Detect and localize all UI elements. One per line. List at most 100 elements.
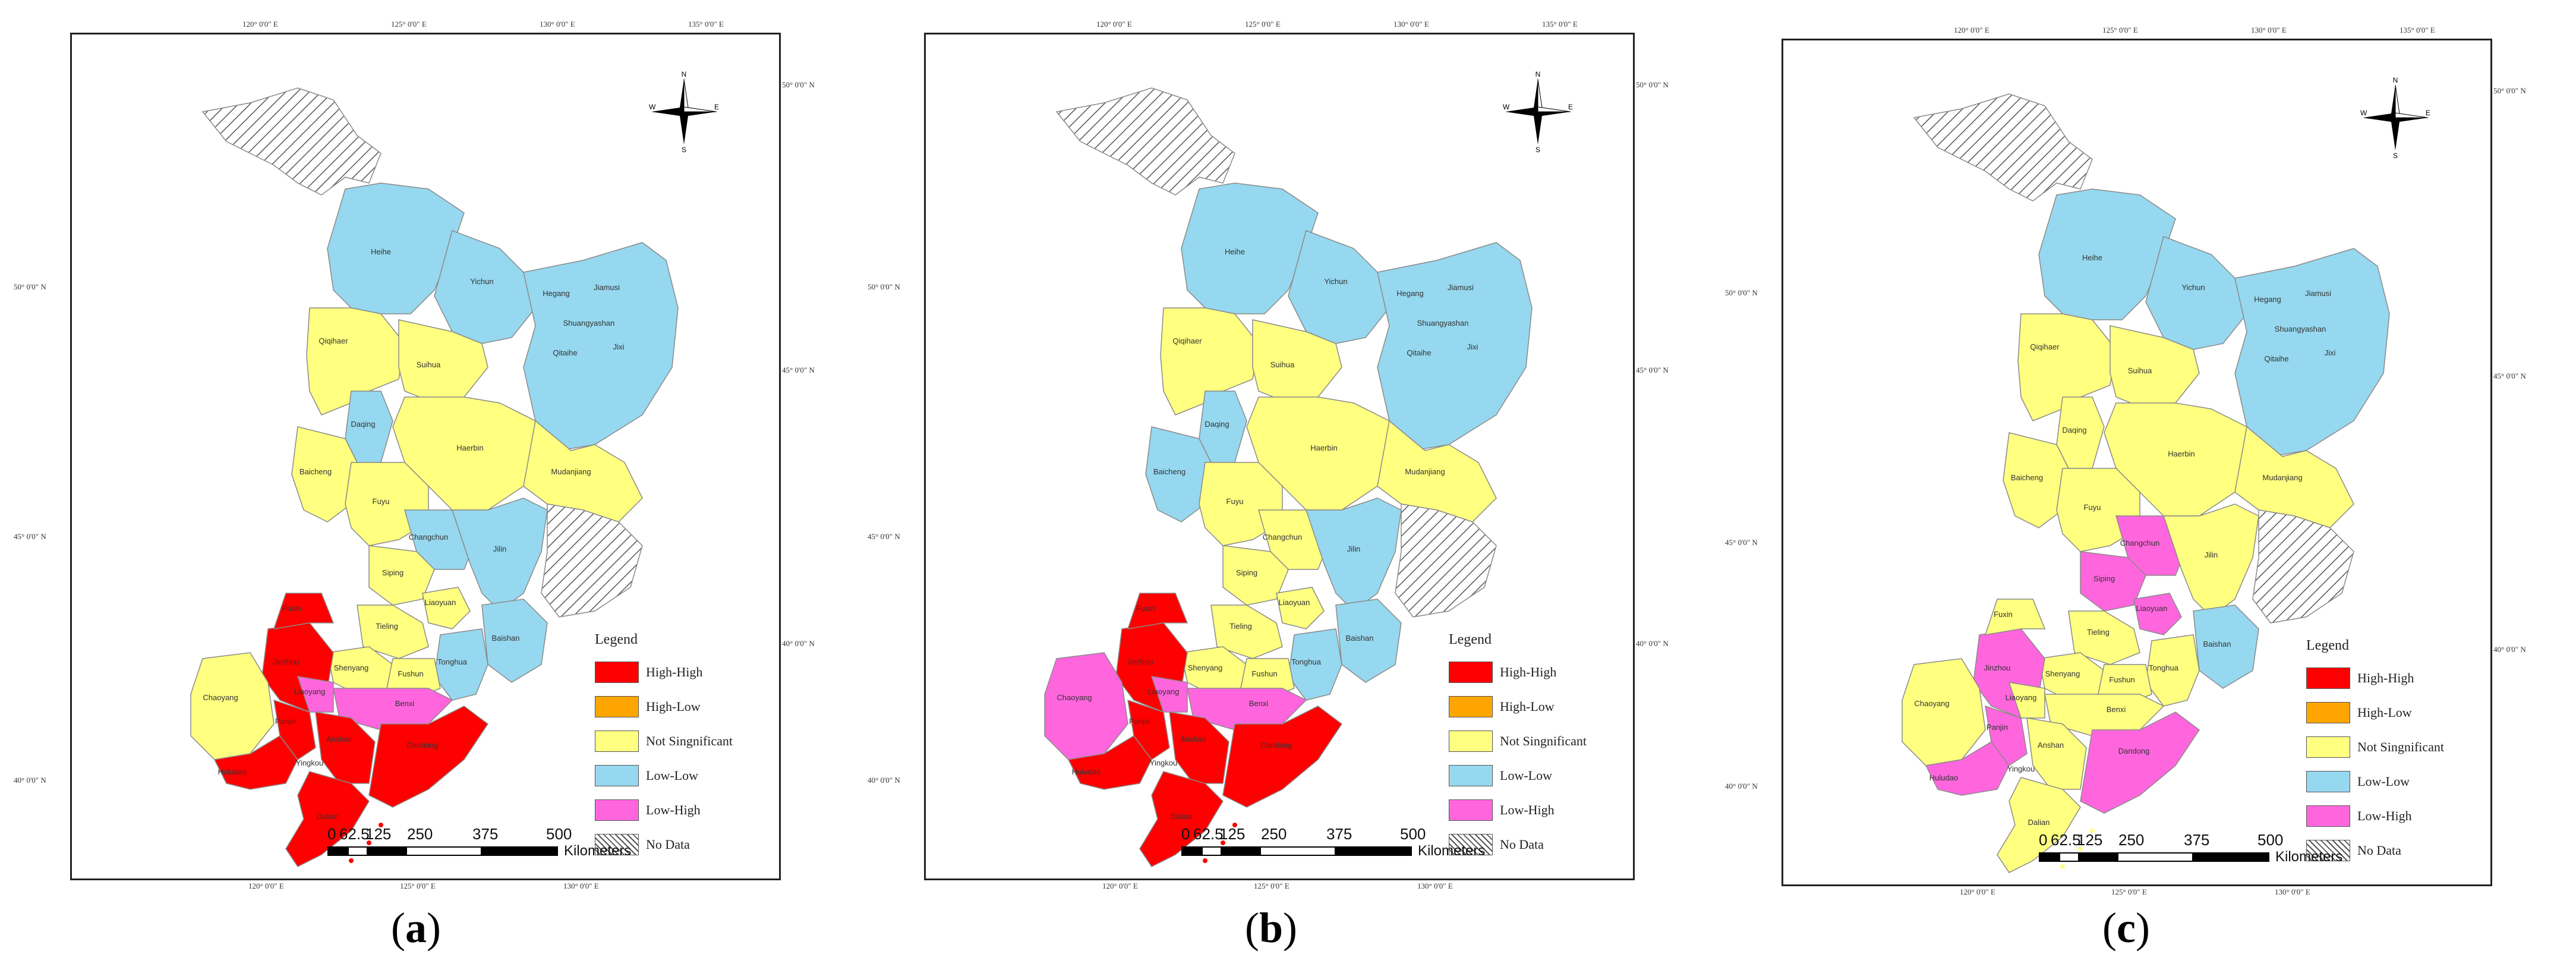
coordinate-label: 40° 0'0" N: [868, 776, 900, 785]
legend-label: No Data: [646, 837, 690, 852]
scale-tick-label: 375: [1326, 825, 1352, 843]
place-label: Baishan: [1346, 634, 1374, 643]
legend-label: Not Singnificant: [646, 733, 733, 748]
panel-caption: (b): [1245, 904, 1298, 952]
region-heihe: [1181, 182, 1319, 314]
scale-tick-label: 125: [1219, 825, 1246, 843]
region-haerbin: [392, 396, 548, 511]
place-label: Haerbin: [456, 443, 484, 452]
map-frame: Heihe Yichun Hegang Jiamusi Shuangyashan Qita…: [1782, 39, 2492, 886]
scale-ticks: 0 62.5 125 250 375 500: [327, 825, 631, 843]
place-label: Mudanjiang: [551, 467, 591, 476]
legend-swatch: [2306, 840, 2350, 861]
place-label: Fushun: [1251, 669, 1277, 678]
region-yichun: [1288, 230, 1390, 344]
region-dalian: [1139, 771, 1224, 867]
place-label: Changchun: [409, 533, 449, 541]
scale-tick-label: 62.5: [1193, 825, 1224, 843]
island: [379, 823, 383, 827]
place-label: Changchun: [1263, 533, 1303, 541]
region-dandong: [1222, 706, 1343, 808]
place-label: Tonghua: [437, 657, 468, 666]
coordinate-label: 45° 0'0" N: [2493, 371, 2526, 380]
coordinate-label: 125° 0'0" E: [2102, 26, 2138, 34]
place-label: Dalian: [317, 812, 339, 821]
legend-item-no-data: No Data: [595, 827, 733, 862]
legend-label: High-High: [2357, 670, 2414, 685]
legend-label: Low-High: [646, 802, 701, 817]
legend-item-high-low: High-Low: [595, 689, 733, 724]
place-label: Baicheng: [1153, 467, 1185, 476]
panel-caption: (c): [2102, 904, 2150, 952]
legend-item-not-significant: Not Singnificant: [1449, 724, 1587, 758]
region-yichun: [2145, 236, 2247, 350]
coordinate-label: 125° 0'0" E: [391, 20, 427, 29]
svg-text:E: E: [1568, 103, 1573, 111]
coordinate-label: 120° 0'0" E: [1102, 881, 1138, 890]
region-east_ne: [1377, 242, 1533, 451]
place-label: Dandong: [2118, 747, 2150, 755]
place-label: Siping: [2093, 574, 2115, 583]
coordinate-label: 40° 0'0" N: [2493, 645, 2526, 654]
coordinate-label: 130° 0'0" E: [1393, 20, 1429, 29]
coordinate-label: 120° 0'0" E: [1096, 20, 1132, 29]
region-baicheng: [2003, 432, 2069, 528]
place-label: Chaoyang: [203, 693, 238, 702]
legend-label: High-Low: [646, 699, 701, 714]
scale-bar: 0 62.5 125 250 375 500 Kilometers: [1181, 825, 1485, 859]
legend-item-high-high: High-High: [595, 655, 733, 689]
place-label: Heihe: [1225, 247, 1245, 256]
svg-text:W: W: [2360, 109, 2367, 117]
place-label: Yichun: [1324, 277, 1347, 286]
region-liaoyang: [1150, 676, 1188, 713]
coordinate-label: 130° 0'0" E: [540, 20, 575, 29]
island: [1232, 823, 1237, 827]
scale-unit: Kilometers: [2275, 849, 2343, 865]
map: Heihe Yichun Hegang Jiamusi Shuangyashan Qita…: [1902, 93, 2390, 873]
place-label: Shuangyashan: [1417, 319, 1469, 328]
region-fuyu: [345, 462, 429, 546]
region-heihe: [327, 182, 465, 314]
map-frame: Heihe Yichun Hegang Jiamusi Shuangyashan Qita…: [924, 33, 1635, 880]
region-liaoyang: [297, 676, 334, 713]
region-haerbin: [2104, 402, 2259, 517]
place-label: Jixi: [2325, 348, 2336, 357]
place-label: Yingkou: [2007, 764, 2035, 773]
place-label: Benxi: [395, 699, 415, 708]
legend-item-not-significant: Not Singnificant: [2306, 730, 2444, 764]
scale-bar: 0 62.5 125 250 375 500 Kilometers: [327, 825, 631, 859]
scale-tick-label: 250: [1261, 825, 1287, 843]
legend-item-low-high: Low-High: [595, 793, 733, 827]
region-yanbian: [541, 503, 643, 618]
region-mudanjiang: [523, 420, 643, 522]
coordinate-label: 135° 0'0" E: [2400, 26, 2435, 34]
coordinate-label: 120° 0'0" E: [1954, 26, 1989, 34]
place-label: Changchun: [2120, 539, 2160, 547]
scale-tick-label: 125: [365, 825, 392, 843]
place-label: Panjin: [1987, 723, 2008, 732]
legend-swatch: [595, 662, 639, 683]
place-label: Jilin: [2205, 550, 2218, 559]
panel-caption: (a): [391, 904, 441, 952]
region-tieling: [2068, 610, 2140, 665]
region-panjin: [273, 699, 316, 761]
place-label: Fuxin: [1136, 604, 1155, 613]
coordinate-label: 45° 0'0" N: [1636, 366, 1669, 374]
scale-tick-label: 375: [2184, 831, 2210, 849]
legend-title: Legend: [1449, 632, 1492, 647]
region-fuxin: [1984, 599, 2046, 635]
region-fuyu: [1199, 462, 1283, 546]
region-siping: [368, 545, 435, 606]
place-label: Anshan: [1180, 735, 1206, 744]
place-label: Hegang: [543, 289, 570, 298]
place-label: Qitaihe: [2264, 354, 2288, 363]
place-label: Daqing: [2062, 426, 2086, 434]
region-baicheng: [291, 426, 358, 522]
place-label: Jiamusi: [1448, 283, 1474, 292]
region-siping: [2080, 551, 2146, 612]
region-huludao: [1067, 735, 1152, 790]
svg-text:E: E: [2426, 109, 2430, 117]
place-label: Tonghua: [1291, 657, 1322, 666]
region-anshan: [2026, 717, 2087, 790]
place-label: Haerbin: [2168, 449, 2195, 458]
